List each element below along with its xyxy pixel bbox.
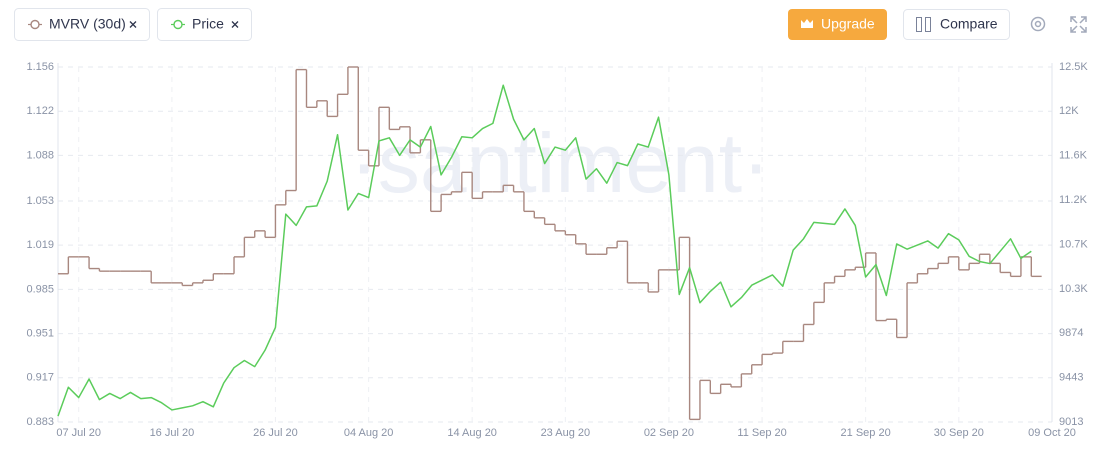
x-tick-label: 26 Jul 20: [253, 427, 298, 439]
x-tick-label: 02 Sep 20: [644, 427, 694, 439]
fullscreen-button[interactable]: [1070, 16, 1087, 33]
legend-label: MVRV (30d): [49, 16, 126, 32]
gear-icon: [1030, 16, 1046, 32]
y-tick-label: 0.985: [26, 283, 54, 295]
compare-icon: [916, 17, 922, 32]
y-tick-label: 0.951: [26, 327, 54, 339]
y-tick-label: 1.088: [26, 149, 54, 161]
compare-label: Compare: [940, 16, 998, 32]
legend-close[interactable]: [231, 21, 239, 28]
x-tick-label: 04 Aug 20: [344, 427, 394, 439]
y-tick-label: 0.917: [26, 372, 54, 384]
upgrade-label: Upgrade: [821, 16, 875, 32]
y-tick-label: 1.019: [26, 239, 54, 251]
x-tick-label: 23 Aug 20: [541, 427, 591, 439]
y2-tick-label: 12K: [1059, 105, 1079, 117]
y-tick-label: 1.122: [26, 105, 54, 117]
legend-chip-bg: [157, 8, 252, 41]
watermark: ·santiment·: [350, 116, 770, 210]
upgrade-button[interactable]: Upgrade: [788, 9, 887, 40]
y2-tick-label: 9874: [1059, 327, 1083, 339]
legend-swatch: [173, 19, 183, 30]
x-tick-label: 09 Oct 20: [1028, 427, 1076, 439]
x-tick-label: 14 Aug 20: [447, 427, 497, 439]
upgrade-button-bg: [788, 9, 887, 40]
legend-chip: Price: [157, 8, 252, 41]
y2-tick-label: 12.5K: [1059, 61, 1088, 73]
y2-tick-label: 11.6K: [1059, 150, 1088, 162]
y2-tick-label: 10.3K: [1059, 283, 1088, 295]
legend-chip-bg: [14, 8, 150, 41]
y2-tick-label: 9013: [1059, 416, 1083, 428]
x-tick-label: 30 Sep 20: [934, 427, 984, 439]
x-tick-label: 11 Sep 20: [737, 427, 786, 439]
crown-icon: [801, 19, 813, 28]
x-tick-label: 21 Sep 20: [841, 427, 891, 439]
legend-chip: MVRV (30d): [14, 8, 150, 41]
settings-button[interactable]: [1030, 16, 1046, 32]
y-tick-label: 0.883: [26, 416, 54, 428]
legend-label: Price: [192, 16, 224, 32]
legend-swatch: [30, 19, 40, 30]
y2-tick-label: 9443: [1059, 372, 1083, 384]
y-tick-label: 1.156: [26, 61, 54, 73]
gear-icon: [1034, 20, 1042, 28]
y2-tick-label: 10.7K: [1059, 238, 1088, 250]
expand-icon: [1070, 16, 1087, 33]
y2-tick-label: 11.2K: [1059, 194, 1088, 206]
x-tick-label: 16 Jul 20: [150, 427, 195, 439]
compare-icon: [925, 17, 931, 32]
legend-close[interactable]: [129, 21, 137, 28]
y-tick-label: 1.053: [26, 195, 54, 207]
price-line: [57, 84, 1032, 417]
compare-button[interactable]: Compare: [903, 9, 1010, 40]
x-tick-label: 07 Jul 20: [56, 427, 101, 439]
